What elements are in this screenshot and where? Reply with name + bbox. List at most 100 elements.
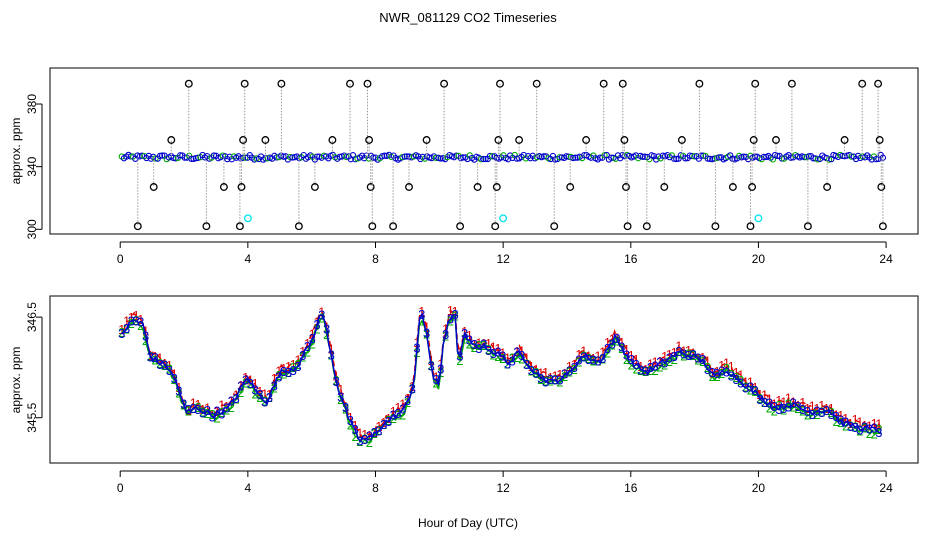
raw-excursion-point <box>875 136 884 144</box>
series-3-marker: 3 <box>242 372 249 387</box>
series-3-marker: 3 <box>285 365 292 380</box>
series-2-marker: 2 <box>718 366 725 381</box>
bottom-x-axis: 0 4 8 12 16 20 24 <box>117 470 893 495</box>
raw-excursion-point <box>491 222 500 231</box>
series-1-marker: 1 <box>166 358 173 373</box>
series-1-marker: 1 <box>356 426 363 441</box>
series-2-marker: 2 <box>832 414 839 429</box>
series-1-marker: 1 <box>261 386 268 401</box>
series-2-marker: 2 <box>647 363 654 378</box>
series-3-marker: 3 <box>790 396 797 411</box>
series-3-marker: 3 <box>761 395 768 410</box>
baseline-marker <box>159 152 166 159</box>
series-1-marker: 1 <box>671 345 678 360</box>
series-3-marker: 3 <box>556 373 563 388</box>
series-3-marker: 3 <box>313 317 320 332</box>
series-2-marker: 2 <box>294 357 301 372</box>
baseline-marker <box>486 152 494 160</box>
series-3-marker: 3 <box>309 331 316 346</box>
baseline-marker <box>477 156 485 163</box>
series-3-marker: 3 <box>490 346 497 361</box>
flagged-point <box>754 214 763 223</box>
baseline-marker <box>673 155 680 163</box>
series-2-marker: 2 <box>742 379 749 394</box>
series-1-marker: 1 <box>380 415 387 430</box>
series-2-marker: 2 <box>256 390 263 405</box>
series-1-marker: 1 <box>466 328 473 343</box>
series-1-marker: 1 <box>647 356 654 371</box>
series-1-marker: 1 <box>742 374 749 389</box>
series-2-marker: 2 <box>337 392 344 407</box>
series-2-marker: 2 <box>704 360 711 375</box>
series-2-marker: 2 <box>842 418 849 433</box>
series-3-marker: 3 <box>580 350 587 365</box>
series-3-marker: 3 <box>271 378 278 393</box>
series-2-marker: 2 <box>166 361 173 376</box>
series-2-marker: 2 <box>537 372 544 387</box>
series-2-marker: 2 <box>661 358 668 373</box>
series-3-marker: 3 <box>799 402 806 417</box>
baseline-marker <box>563 153 570 160</box>
series-2-marker: 2 <box>128 316 135 331</box>
series-3-marker: 3 <box>485 343 492 358</box>
series-3-marker: 3 <box>513 344 520 359</box>
series-1-marker: 1 <box>828 401 835 416</box>
bottom-panel: approx. ppm 1111111111111111111111111111… <box>9 295 919 495</box>
baseline-marker <box>192 154 200 162</box>
series-1-marker: 1 <box>685 343 692 358</box>
raw-excursion-point <box>772 136 780 144</box>
series-3-marker: 3 <box>290 363 297 378</box>
series-3-marker: 3 <box>294 359 301 374</box>
series-2-marker: 2 <box>209 407 216 422</box>
series-3-marker: 3 <box>451 307 458 322</box>
raw-excursion-point <box>277 79 286 88</box>
series-3-marker: 3 <box>323 321 330 336</box>
series-3-marker: 3 <box>861 419 868 434</box>
raw-excursion-point <box>405 183 413 191</box>
series-3-marker: 3 <box>342 400 349 415</box>
series-3-marker: 3 <box>551 373 558 388</box>
baseline-marker <box>556 154 563 161</box>
series-3-marker: 3 <box>613 331 620 346</box>
raw-excursion-point <box>261 136 270 144</box>
series-3-marker: 3 <box>128 314 135 329</box>
raw-excursion-point <box>366 183 375 191</box>
series-2-marker: 2 <box>713 369 720 384</box>
series-1-marker: 1 <box>123 314 130 329</box>
series-3-marker: 3 <box>185 402 192 417</box>
raw-excursion-point <box>422 136 431 144</box>
series-3-marker: 3 <box>347 413 354 428</box>
series-1-marker: 1 <box>804 401 811 416</box>
series-2-marker: 2 <box>242 376 249 391</box>
series-1-marker: 1 <box>618 335 625 350</box>
series-3-marker: 3 <box>442 327 449 342</box>
series-3-marker: 3 <box>571 360 578 375</box>
top-axes: 0 4 8 12 16 20 24 300 340 380 <box>25 94 893 266</box>
series-2-marker: 2 <box>547 374 554 389</box>
series-3-marker: 3 <box>628 352 635 367</box>
series-1-marker: 1 <box>351 418 358 433</box>
raw-excursion-point <box>803 222 812 231</box>
baseline-marker <box>697 152 705 159</box>
series-3-marker: 3 <box>299 348 306 363</box>
series-2-marker: 2 <box>432 375 439 390</box>
series-1-marker: 1 <box>818 398 825 413</box>
series-1: 1111111111111111111111111111111111111111… <box>118 303 882 443</box>
series-1-marker: 1 <box>751 380 758 395</box>
series-2-marker: 2 <box>651 363 658 378</box>
x-axis-title: Hour of Day (UTC) <box>418 516 518 530</box>
bottom-y-axis: 345.5 346.5 <box>25 302 43 433</box>
raw-excursion-point <box>184 79 193 88</box>
series-1-marker: 1 <box>285 359 292 374</box>
series-2-marker: 2 <box>318 311 325 326</box>
series-2-marker: 2 <box>390 411 397 426</box>
series-3-marker: 3 <box>680 347 687 362</box>
series-1-marker: 1 <box>856 414 863 429</box>
raw-excursion-point <box>237 183 246 191</box>
baseline-marker <box>572 154 579 161</box>
series-1-marker: 1 <box>256 384 263 399</box>
raw-excursion-point <box>515 136 524 144</box>
series-3-marker: 3 <box>371 425 378 440</box>
raw-excursion-point <box>363 79 372 88</box>
series-2-marker: 2 <box>604 346 611 361</box>
